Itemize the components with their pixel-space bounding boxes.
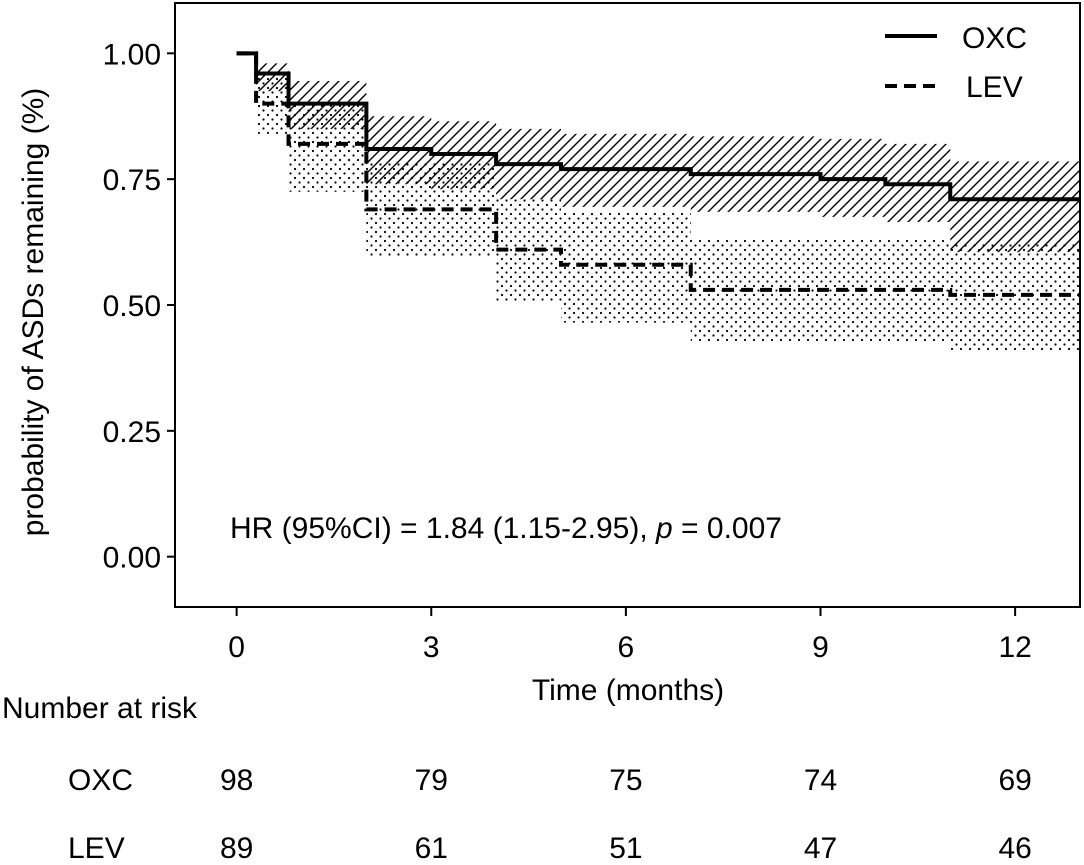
y-tick-label: 1.00: [103, 38, 161, 71]
oxc-survival-curve: [236, 51, 1080, 202]
risk-value-lev: 51: [609, 832, 642, 865]
legend-oxc-label: OXC: [962, 22, 1027, 55]
y-tick-label: 0.50: [103, 290, 161, 323]
risk-value-oxc: 69: [998, 764, 1031, 797]
risk-value-lev: 46: [998, 832, 1031, 865]
p-symbol: p: [655, 512, 673, 545]
survival-curves: [236, 51, 1080, 297]
y-tick-label: 0.75: [103, 164, 161, 197]
y-axis: 0.00 0.25 0.50 0.75 1.00: [103, 38, 175, 575]
legend-lev-label: LEV: [966, 71, 1023, 104]
hr-text: HR (95%CI) = 1.84 (1.15-2.95),: [230, 512, 656, 545]
x-tick-label: 6: [618, 631, 635, 664]
risk-value-oxc: 74: [804, 764, 837, 797]
risk-value-oxc: 75: [609, 764, 642, 797]
legend: OXC LEV: [885, 22, 1027, 104]
x-axis-title: Time (months): [532, 674, 724, 707]
risk-table: Number at risk OXC 98 79 75 74 69 LEV 89 61 51 47 4…: [2, 692, 1032, 865]
y-tick-label: 0.00: [103, 542, 161, 575]
risk-value-oxc: 98: [220, 764, 253, 797]
lev-ci-band: [236, 53, 1080, 351]
hazard-ratio-annotation: HR (95%CI) = 1.84 (1.15-2.95), p = 0.007: [230, 512, 782, 545]
risk-value-lev: 61: [415, 832, 448, 865]
confidence-bands: [236, 53, 1080, 351]
x-tick-label: 0: [228, 631, 245, 664]
risk-row-label-oxc: OXC: [68, 764, 133, 797]
risk-row-label-lev: LEV: [68, 832, 125, 865]
risk-value-lev: 47: [804, 832, 837, 865]
x-tick-label: 12: [998, 631, 1031, 664]
y-axis-title: probability of ASDs remaining (%): [17, 88, 50, 537]
risk-value-oxc: 79: [415, 764, 448, 797]
lev-survival-curve: [236, 51, 1080, 297]
p-value-text: = 0.007: [673, 512, 782, 545]
risk-table-title: Number at risk: [2, 692, 198, 725]
x-tick-label: 3: [423, 631, 440, 664]
oxc-ci-band: [236, 53, 1080, 253]
x-axis: 0 3 6 9 12: [228, 607, 1032, 664]
risk-value-lev: 89: [220, 832, 253, 865]
x-tick-label: 9: [812, 631, 829, 664]
y-tick-label: 0.25: [103, 416, 161, 449]
